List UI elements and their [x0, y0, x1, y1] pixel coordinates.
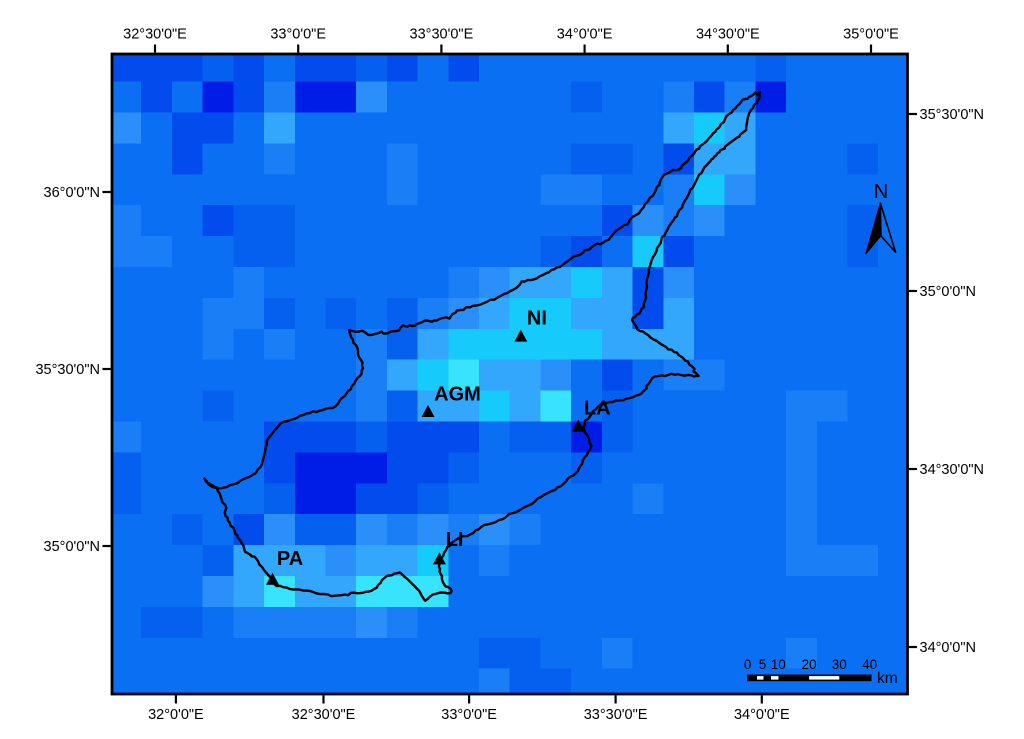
- svg-text:LI: LI: [446, 529, 464, 551]
- svg-text:32°30'0"E: 32°30'0"E: [123, 27, 187, 43]
- svg-text:0: 0: [744, 657, 752, 672]
- svg-text:5: 5: [759, 657, 767, 672]
- svg-text:10: 10: [771, 657, 786, 672]
- svg-text:32°0'0"E: 32°0'0"E: [148, 707, 204, 723]
- svg-text:35°0'0"N: 35°0'0"N: [920, 284, 976, 300]
- svg-text:33°0'0"E: 33°0'0"E: [441, 707, 497, 723]
- svg-text:33°0'0"E: 33°0'0"E: [270, 27, 326, 43]
- svg-text:33°30'0"E: 33°30'0"E: [584, 707, 648, 723]
- svg-text:20: 20: [802, 657, 817, 672]
- svg-text:AGM: AGM: [434, 383, 481, 405]
- svg-text:34°30'0"N: 34°30'0"N: [920, 462, 985, 478]
- svg-text:40: 40: [862, 657, 877, 672]
- svg-text:35°30'0"N: 35°30'0"N: [920, 107, 985, 123]
- svg-text:km: km: [877, 670, 898, 687]
- svg-text:35°0'0"E: 35°0'0"E: [843, 27, 899, 43]
- svg-text:33°30'0"E: 33°30'0"E: [410, 27, 474, 43]
- svg-text:36°0'0"N: 36°0'0"N: [44, 185, 100, 201]
- svg-text:N: N: [874, 181, 888, 203]
- svg-text:PA: PA: [277, 548, 303, 570]
- svg-text:34°0'0"N: 34°0'0"N: [920, 640, 976, 656]
- svg-text:34°30'0"E: 34°30'0"E: [696, 27, 760, 43]
- svg-text:32°30'0"E: 32°30'0"E: [292, 707, 356, 723]
- svg-text:35°30'0"N: 35°30'0"N: [35, 362, 100, 378]
- svg-text:34°0'0"E: 34°0'0"E: [557, 27, 613, 43]
- svg-text:LA: LA: [584, 397, 611, 419]
- svg-text:NI: NI: [527, 308, 547, 330]
- svg-text:34°0'0"E: 34°0'0"E: [734, 707, 790, 723]
- svg-text:35°0'0"N: 35°0'0"N: [44, 539, 100, 555]
- svg-text:30: 30: [832, 657, 847, 672]
